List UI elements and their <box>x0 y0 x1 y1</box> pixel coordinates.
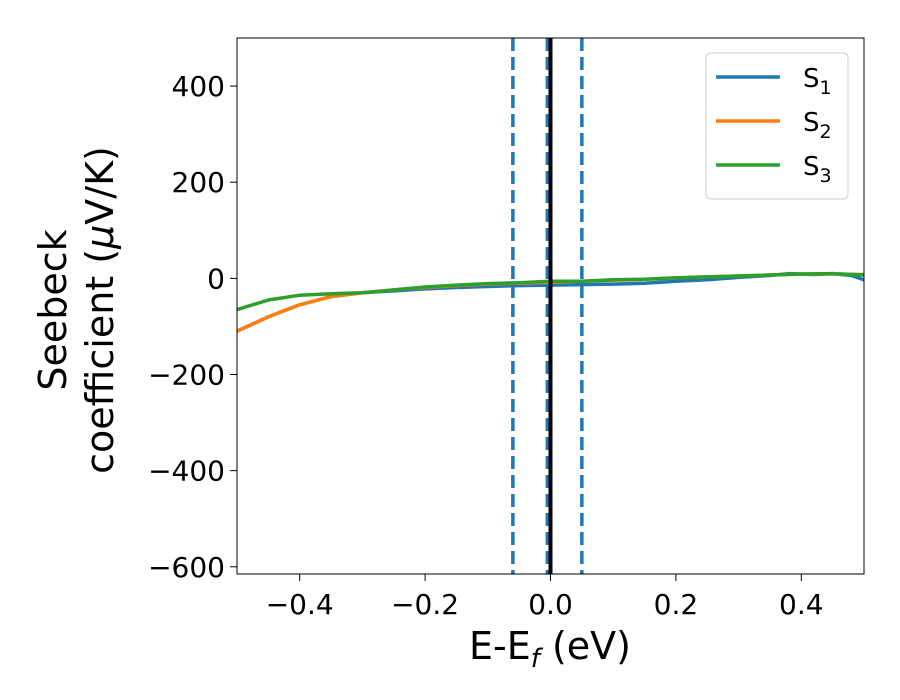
x-tick-label: 0.2 <box>654 588 699 621</box>
y-tick-label: 0 <box>207 262 225 295</box>
plot-area <box>237 38 864 574</box>
y-axis-label-unit: V/K) <box>78 146 122 225</box>
legend: S1 S2 S3 <box>705 52 849 200</box>
legend-box <box>705 52 849 200</box>
x-tick-label: 0.0 <box>528 588 573 621</box>
y-axis: −600 −400 −200 0 200 400 <box>148 70 237 584</box>
legend-label-s3: S3 <box>803 152 832 187</box>
y-tick-label: −600 <box>148 551 225 584</box>
legend-label-s1: S1 <box>803 64 832 99</box>
x-axis-label: E-Ef (eV) <box>469 624 631 674</box>
y-tick-label: −400 <box>148 455 225 488</box>
x-axis-label-main: E-E <box>469 624 531 668</box>
y-tick-label: −200 <box>148 359 225 392</box>
x-tick-label: 0.4 <box>779 588 824 621</box>
x-axis-label-unit: (eV) <box>540 624 631 668</box>
x-tick-label: −0.2 <box>391 588 459 621</box>
x-tick-label: −0.4 <box>266 588 334 621</box>
x-axis: −0.4 −0.2 0.0 0.2 0.4 <box>266 574 824 621</box>
y-axis-label-mu: μ <box>78 225 122 250</box>
y-tick-label: 200 <box>172 166 225 199</box>
y-axis-label-line2: coefficient (μV/K) <box>78 146 122 474</box>
legend-label-s2: S2 <box>803 108 832 143</box>
y-tick-label: 400 <box>172 70 225 103</box>
y-axis-label-line1: Seebeck <box>31 229 75 390</box>
y-axis-label-text: coefficient ( <box>78 249 122 474</box>
y-axis-label: Seebeck coefficient (μV/K) <box>31 146 122 474</box>
